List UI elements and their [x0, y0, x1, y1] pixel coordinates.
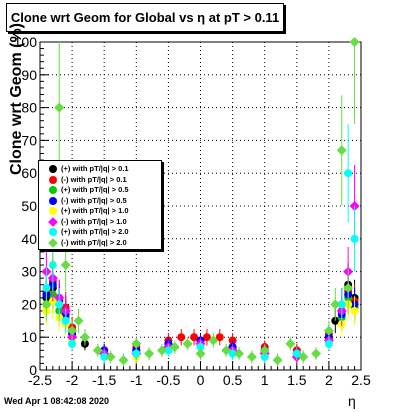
data-point — [61, 316, 70, 325]
y-tick-label: 70 — [21, 132, 37, 148]
data-point — [144, 348, 155, 359]
legend-entry: (+) with pT/|q| > 0.1 — [41, 164, 159, 174]
legend-marker — [49, 228, 57, 236]
legend-entry: (+) with pT/|q| > 0.5 — [41, 185, 159, 195]
y-tick-label: 10 — [21, 329, 37, 345]
x-tick-label: 2.5 — [351, 372, 371, 388]
legend-entry: (-) with pT/|q| > 1.0 — [41, 217, 159, 227]
data-point — [298, 351, 309, 362]
x-tick-label: -2 — [66, 372, 79, 388]
y-tick-label: 60 — [21, 165, 37, 181]
data-point — [336, 145, 347, 156]
data-point — [132, 349, 141, 358]
legend-label: (+) with pT/|q| > 0.5 — [61, 185, 129, 194]
legend-entry: (-) with pT/|q| > 2.0 — [41, 238, 159, 248]
data-point — [323, 325, 334, 336]
data-point — [292, 349, 301, 358]
data-point — [215, 333, 224, 342]
timestamp: Wed Apr 1 08:42:08 2020 — [4, 396, 110, 406]
data-point — [73, 315, 84, 326]
data-point — [350, 306, 359, 315]
x-tick-label: -2.5 — [28, 372, 52, 388]
y-tick-label: 20 — [21, 296, 37, 312]
data-point — [259, 345, 270, 356]
data-point — [246, 351, 257, 362]
data-point — [272, 355, 283, 366]
x-tick-label: 0.5 — [223, 372, 243, 388]
data-point — [350, 234, 359, 243]
data-point — [234, 348, 245, 359]
x-tick-label: -0.5 — [156, 372, 180, 388]
data-point — [79, 332, 90, 343]
x-tick-label: 1 — [261, 372, 269, 388]
data-point — [208, 335, 219, 346]
legend-marker — [49, 196, 57, 205]
data-point — [285, 338, 296, 349]
data-point — [156, 345, 167, 356]
legend-marker — [48, 237, 58, 248]
x-tick-label: 0 — [197, 372, 205, 388]
legend-label: (+) with pT/|q| > 2.0 — [61, 227, 129, 236]
data-point — [337, 300, 346, 309]
legend-marker — [49, 165, 57, 173]
legend-label: (-) with pT/|q| > 1.0 — [61, 216, 127, 226]
legend-entry: (+) with pT/|q| > 2.0 — [41, 227, 159, 237]
data-point — [100, 352, 109, 361]
x-tick-label: -1 — [130, 372, 143, 388]
data-point — [311, 348, 322, 359]
data-point — [195, 348, 206, 359]
data-point — [182, 338, 193, 349]
legend-label: (-) with pT/|q| > 0.1 — [61, 174, 127, 184]
data-point — [177, 333, 186, 342]
x-tick-label: -1.5 — [92, 372, 116, 388]
y-tick-label: 100 — [14, 34, 38, 50]
y-tick-label: 80 — [21, 100, 37, 116]
legend-entry: (+) with pT/|q| > 1.0 — [41, 206, 159, 216]
data-point — [324, 339, 333, 348]
legend-label: (+) with pT/|q| > 0.1 — [61, 164, 129, 173]
y-tick-label: 40 — [21, 231, 37, 247]
data-point — [67, 325, 78, 336]
data-point — [190, 333, 199, 342]
data-point — [221, 345, 232, 356]
data-point — [169, 342, 180, 353]
x-tick-label: 2 — [325, 372, 333, 388]
legend-label: (-) with pT/|q| > 2.0 — [61, 237, 127, 247]
data-point — [344, 169, 353, 178]
data-point — [92, 345, 103, 356]
data-point — [349, 37, 360, 47]
data-point — [105, 351, 116, 362]
legend-marker — [49, 175, 57, 184]
legend-marker — [49, 186, 57, 194]
data-point — [60, 260, 71, 271]
legend-entry: (-) with pT/|q| > 0.1 — [41, 175, 159, 185]
data-point — [55, 300, 64, 309]
data-point — [131, 338, 142, 349]
y-tick-label: 90 — [21, 67, 37, 83]
y-tick-label: 30 — [21, 264, 37, 280]
y-tick-label: 0 — [29, 362, 37, 378]
legend-entry: (-) with pT/|q| > 0.5 — [41, 196, 159, 206]
data-point — [330, 299, 341, 310]
data-point — [41, 299, 52, 310]
legend-marker — [49, 207, 57, 215]
y-tick-label: 50 — [21, 198, 37, 214]
legend-marker — [48, 216, 58, 227]
data-point — [202, 333, 211, 342]
data-point — [228, 349, 237, 358]
legend-label: (+) with pT/|q| > 1.0 — [61, 206, 129, 215]
data-point — [118, 355, 129, 366]
data-point — [343, 283, 354, 293]
data-point — [68, 339, 77, 348]
chart-title: Clone wrt Geom for Global vs η at pT > 0… — [6, 3, 284, 32]
x-tick-label: 1.5 — [287, 372, 307, 388]
data-point — [164, 346, 173, 355]
x-axis-label: η — [348, 393, 356, 409]
y-axis-label: Clone wrt Geom (%) — [8, 22, 25, 175]
data-point — [54, 102, 65, 113]
legend: (+) with pT/|q| > 0.1 (-) with pT/|q| > … — [38, 160, 162, 250]
legend-label: (-) with pT/|q| > 0.5 — [61, 195, 127, 205]
